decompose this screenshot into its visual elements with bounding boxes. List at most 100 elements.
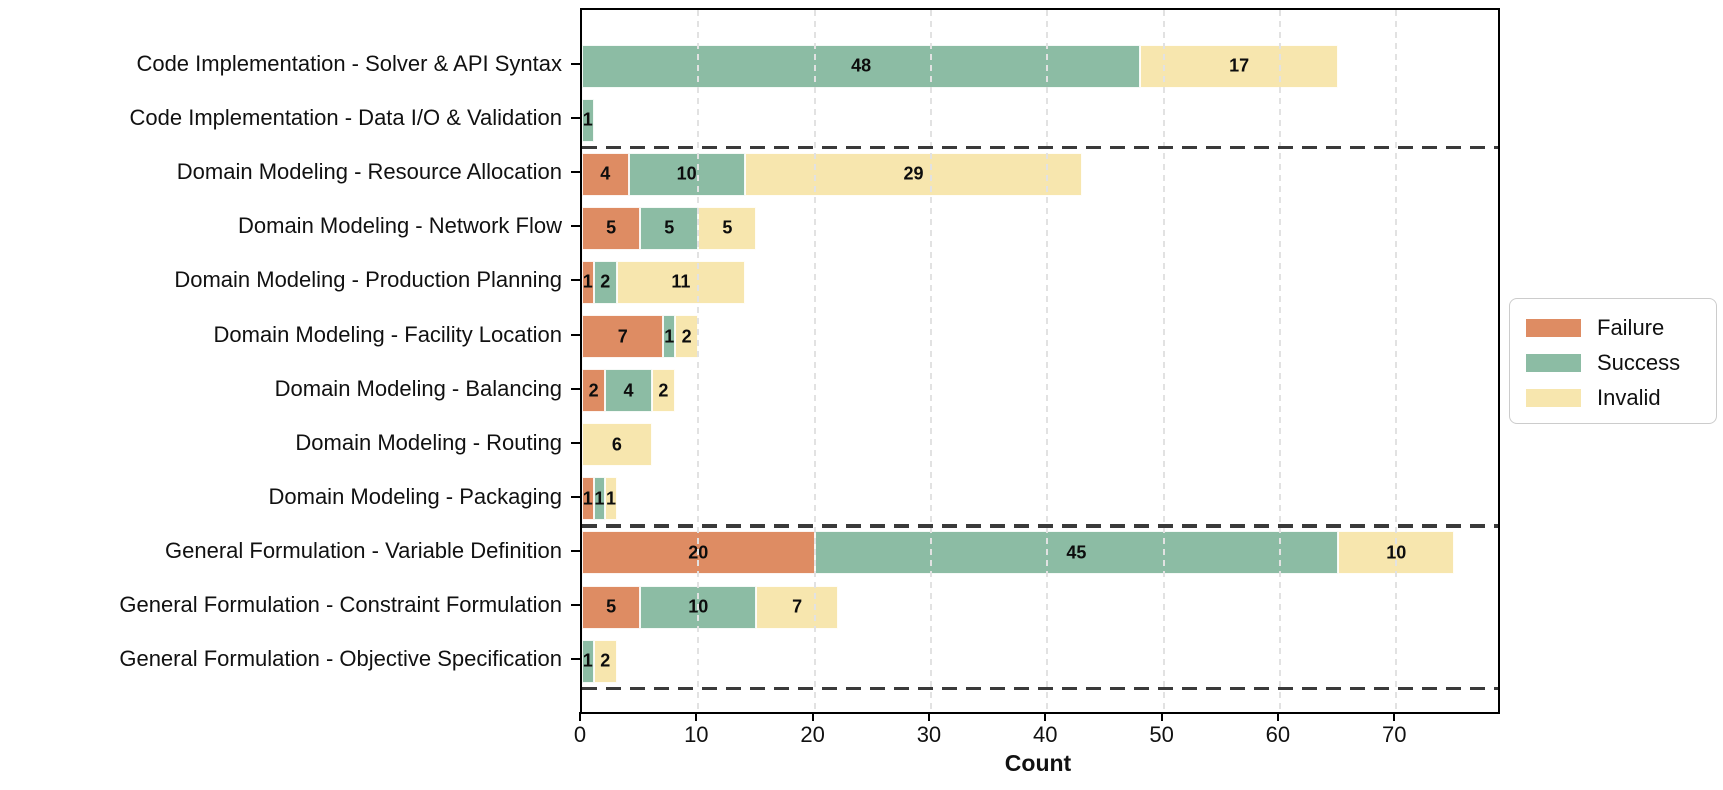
x-tick-mark <box>811 712 814 721</box>
y-tick-mark <box>571 495 580 498</box>
y-tick-mark <box>571 658 580 661</box>
legend-swatch-invalid <box>1526 388 1581 407</box>
bar-segment-invalid: 2 <box>675 315 699 358</box>
bar-segment-invalid: 29 <box>744 152 1083 196</box>
category-label: Domain Modeling - Balancing <box>274 375 562 401</box>
category-label: General Formulation - Variable Definitio… <box>165 537 562 563</box>
bar-value-label: 7 <box>792 596 803 617</box>
y-tick-mark <box>571 441 580 444</box>
legend: Failure Success Invalid <box>1509 298 1717 424</box>
category-label: Code Implementation - Solver & API Synta… <box>136 51 562 76</box>
bar-value-label: 4 <box>600 163 611 184</box>
y-tick-mark <box>571 225 580 228</box>
y-tick-mark <box>571 279 580 282</box>
legend-label: Failure <box>1597 314 1665 340</box>
x-tick-label: 50 <box>1149 722 1174 747</box>
x-tick-mark <box>1393 712 1396 721</box>
x-tick-label: 20 <box>800 722 825 747</box>
bar-value-label: 1 <box>582 650 593 671</box>
category-label: Domain Modeling - Facility Location <box>213 321 563 347</box>
bar-segment-invalid: 2 <box>651 369 676 413</box>
bar-segment-success: 1 <box>663 315 676 358</box>
bar-value-label: 6 <box>611 434 622 455</box>
legend-swatch-success <box>1526 353 1581 372</box>
bar-segment-invalid: 6 <box>582 423 652 467</box>
bar-row: 5 10 7 <box>582 585 838 629</box>
x-tick-label: 70 <box>1381 722 1407 747</box>
category-label: Domain Modeling - Network Flow <box>238 213 562 239</box>
bar-segment-failure: 20 <box>582 531 815 575</box>
group-separator <box>582 145 1498 150</box>
bar-value-label: 17 <box>1229 55 1250 76</box>
bar-row: 1 <box>582 98 594 142</box>
bar-row: 2 4 2 <box>582 369 676 413</box>
bar-value-label: 1 <box>606 488 617 509</box>
bar-segment-success: 45 <box>814 531 1339 575</box>
bar-value-label: 1 <box>582 109 593 130</box>
bar-value-label: 1 <box>582 488 593 509</box>
plot-area: 48 17 1 4 10 29 5 5 5 1 2 11 7 1 2 2 4 2 6 1 1 1 20 45 10 5 10 7 1 2 <box>580 8 1500 714</box>
y-tick-mark <box>571 604 580 606</box>
bar-row: 4 10 29 <box>582 152 1083 196</box>
bar-segment-failure: 7 <box>582 315 664 358</box>
legend-label: Invalid <box>1597 384 1661 410</box>
category-label: Domain Modeling - Production Planning <box>174 267 562 293</box>
legend-item: Success <box>1526 345 1706 380</box>
bar-segment-failure: 4 <box>582 152 629 196</box>
y-tick-mark <box>571 333 580 336</box>
bar-segment-invalid: 7 <box>756 585 838 629</box>
bar-segment-invalid: 10 <box>1338 531 1455 575</box>
bar-value-label: 11 <box>671 271 691 292</box>
group-separator <box>582 524 1498 528</box>
legend-label: Success <box>1597 349 1681 375</box>
legend-item: Failure <box>1526 310 1706 345</box>
bar-value-label: 10 <box>676 163 697 184</box>
bar-segment-failure: 5 <box>582 206 641 250</box>
bar-segment-success: 10 <box>628 152 745 196</box>
bar-segment-success: 2 <box>593 260 617 304</box>
legend-swatch-failure <box>1526 318 1581 337</box>
y-axis-category-labels: Code Implementation - Solver & API Synta… <box>0 8 566 710</box>
bar-segment-failure: 5 <box>582 585 641 629</box>
x-tick-mark <box>695 712 698 721</box>
bar-value-label: 1 <box>582 271 593 292</box>
y-tick-mark <box>571 387 580 390</box>
x-tick-label: 10 <box>684 722 709 747</box>
y-tick-mark <box>571 117 580 120</box>
category-label: Domain Modeling - Routing <box>295 429 562 455</box>
category-label: Domain Modeling - Resource Allocation <box>176 159 562 185</box>
bar-segment-success: 1 <box>582 98 594 142</box>
bar-value-label: 2 <box>600 271 611 292</box>
bar-value-label: 29 <box>903 163 924 184</box>
bar-value-label: 2 <box>658 380 669 401</box>
bar-value-label: 1 <box>664 326 675 346</box>
y-tick-mark <box>571 63 580 65</box>
x-gridline <box>929 10 932 712</box>
x-gridline <box>1162 10 1165 712</box>
bar-segment-invalid: 2 <box>593 639 617 683</box>
x-tick-mark <box>1044 712 1047 721</box>
bar-segment-success: 1 <box>593 477 606 521</box>
category-label: General Formulation - Constraint Formula… <box>119 592 562 617</box>
category-label: General Formulation - Objective Specific… <box>119 646 562 672</box>
x-tick-mark <box>927 712 930 721</box>
x-gridline <box>1046 10 1049 712</box>
bar-value-label: 45 <box>1066 542 1087 563</box>
bar-segment-invalid: 5 <box>698 206 757 250</box>
bar-value-label: 10 <box>688 596 709 617</box>
bar-value-label: 5 <box>606 217 617 238</box>
x-gridline <box>1278 10 1281 712</box>
bar-value-label: 5 <box>722 217 733 238</box>
category-label: Domain Modeling - Packaging <box>268 483 563 509</box>
x-gridline <box>1395 10 1398 712</box>
bar-row: 48 17 <box>582 44 1339 88</box>
bar-value-label: 2 <box>681 326 692 346</box>
bar-value-label: 2 <box>588 380 599 401</box>
x-tick-mark <box>1276 712 1279 721</box>
x-tick-label: 0 <box>573 722 587 747</box>
bar-segment-failure: 1 <box>582 477 594 521</box>
bar-value-label: 5 <box>664 217 675 238</box>
bar-segment-success: 1 <box>582 639 594 683</box>
